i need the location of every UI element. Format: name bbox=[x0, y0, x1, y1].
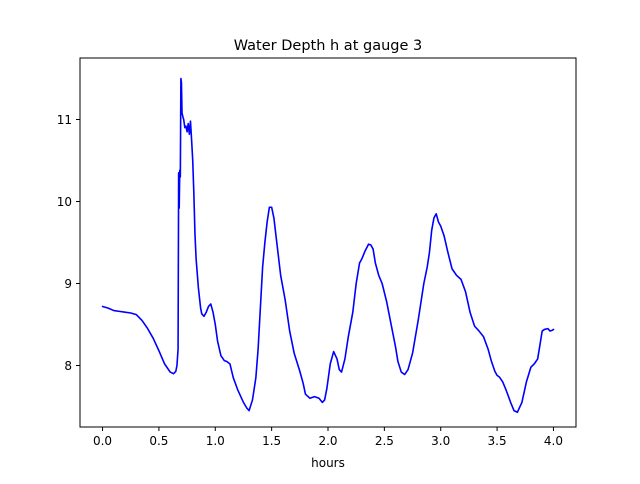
x-tick-label: 0.0 bbox=[93, 434, 112, 448]
series-line-0 bbox=[101, 77, 555, 414]
y-tick-label: 8 bbox=[64, 359, 72, 373]
y-tick-label: 10 bbox=[57, 195, 72, 209]
chart-title: Water Depth h at gauge 3 bbox=[234, 38, 422, 54]
x-tick-label: 0.5 bbox=[149, 434, 168, 448]
x-tick-label: 3.5 bbox=[488, 434, 507, 448]
y-axis-ticks: 8 9 10 11 bbox=[57, 113, 80, 373]
y-tick-label: 9 bbox=[64, 277, 72, 291]
x-tick-label: 3.0 bbox=[431, 434, 450, 448]
x-tick-label: 1.5 bbox=[262, 434, 281, 448]
x-tick-label: 2.5 bbox=[375, 434, 394, 448]
y-tick-label: 11 bbox=[57, 113, 72, 127]
x-axis-label: hours bbox=[311, 456, 345, 470]
x-tick-label: 2.0 bbox=[318, 434, 337, 448]
x-axis-ticks: 0.0 0.5 1.0 1.5 2.0 2.5 3.0 3.5 4.0 bbox=[93, 427, 563, 448]
x-tick-label: 4.0 bbox=[544, 434, 563, 448]
x-tick-label: 1.0 bbox=[206, 434, 225, 448]
